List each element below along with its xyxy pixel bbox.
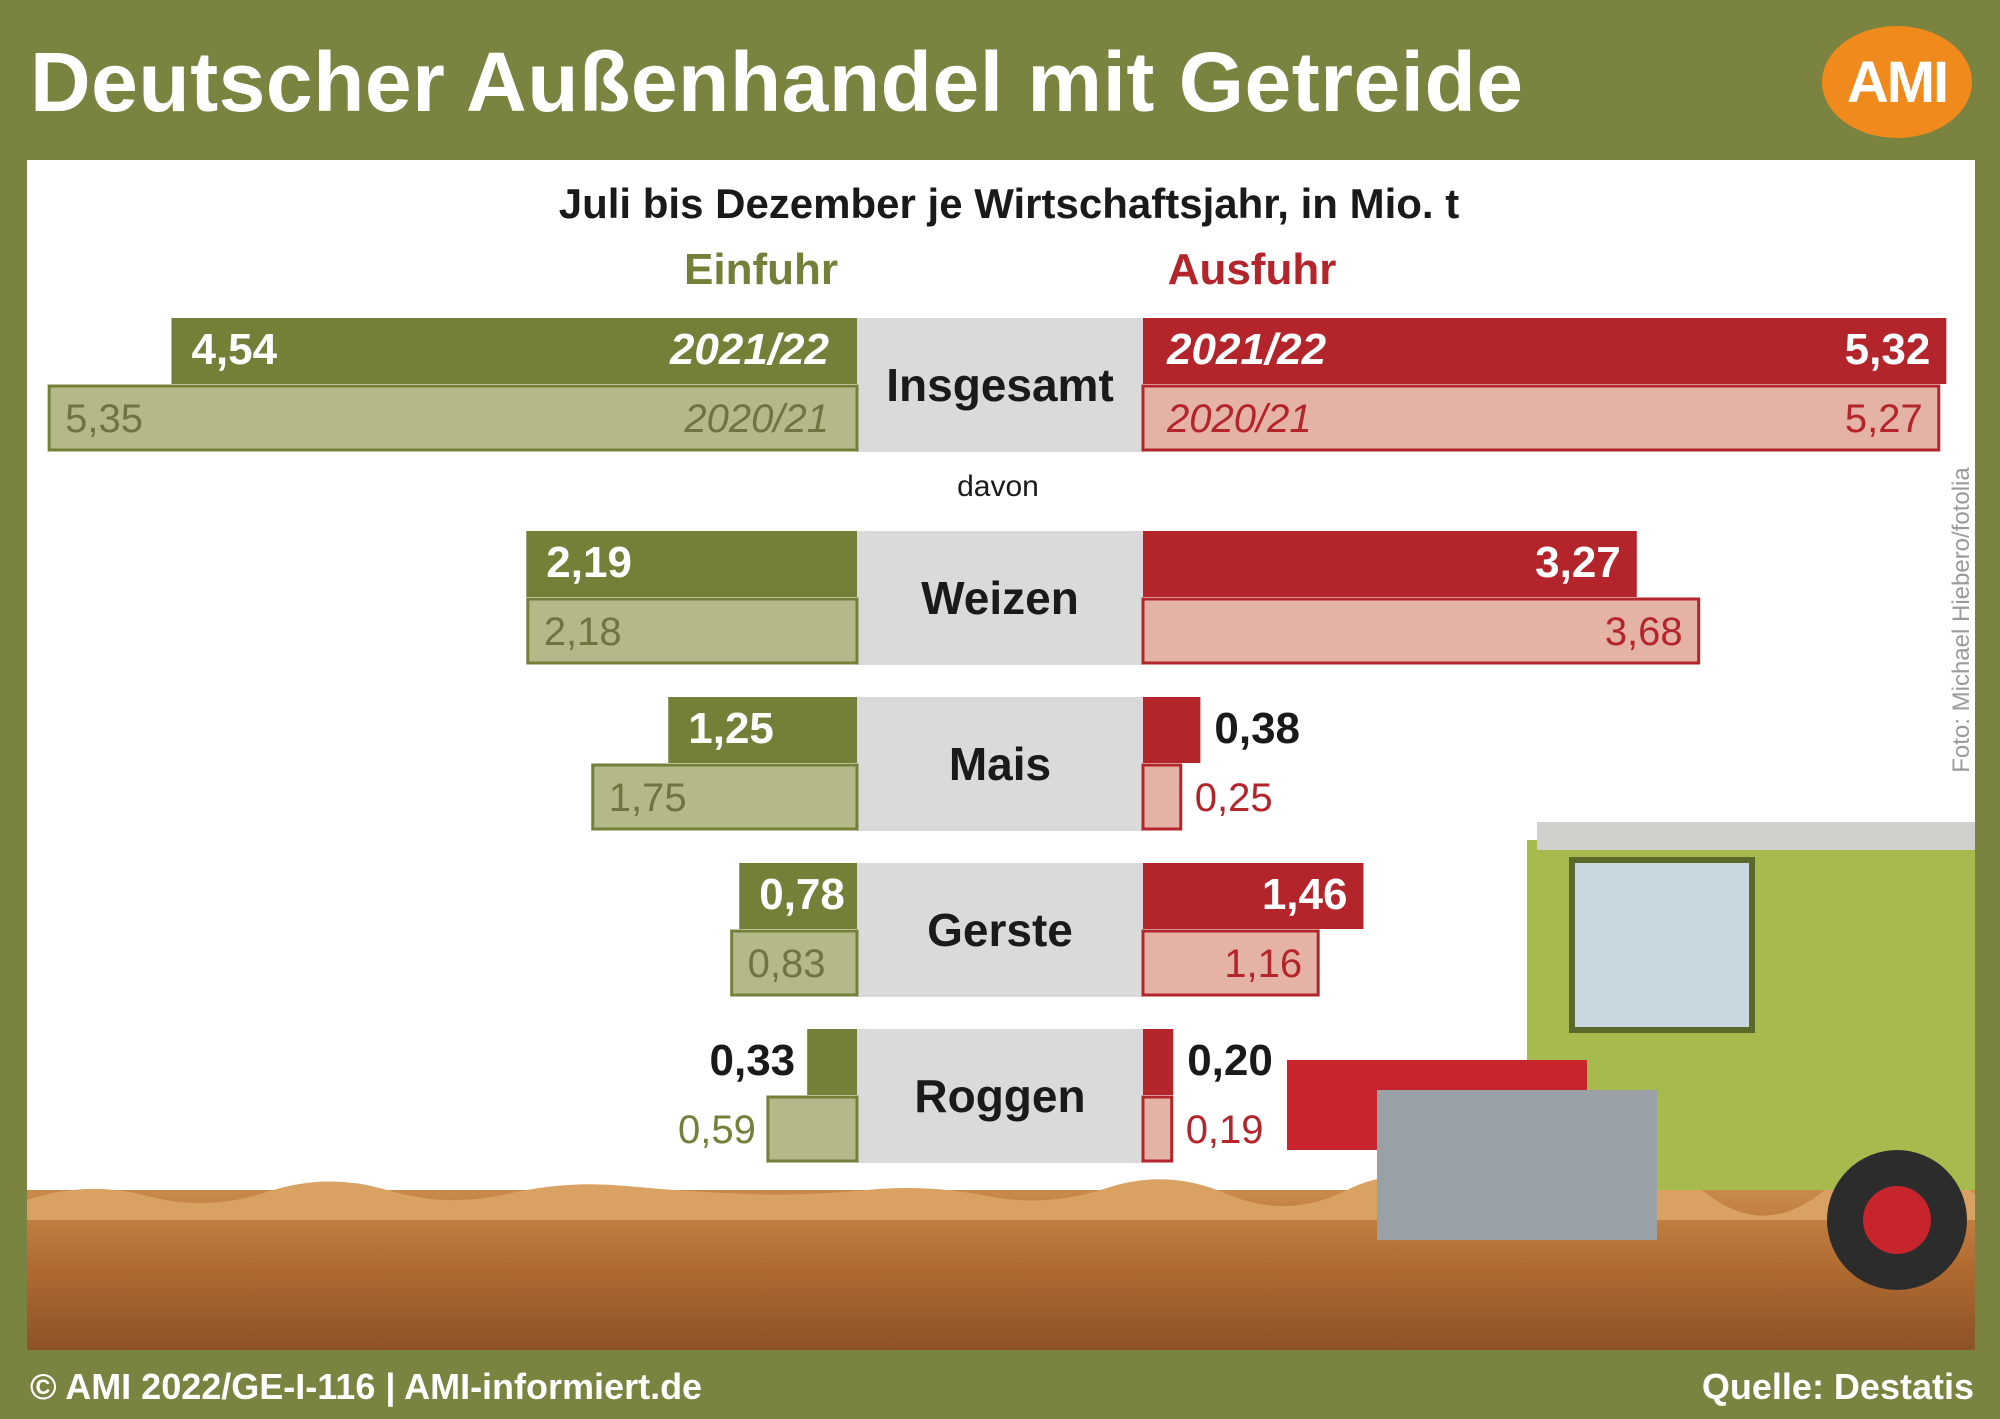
ausfuhr-heading: Ausfuhr	[1168, 245, 1337, 294]
category-band	[857, 697, 1143, 831]
bar-groups: Insgesamt 4,54 5,35 5,32 5,27 2021/22 2020/21 2…	[47, 318, 1947, 1163]
ausfuhr-prior-bar	[1141, 1095, 1174, 1163]
ausfuhr-current-bar	[1143, 1029, 1174, 1095]
einfuhr-prior-bar	[730, 929, 859, 997]
footer-source: Quelle: Destatis	[1701, 1366, 1974, 1407]
davon-label: davon	[957, 470, 1039, 503]
ausfuhr-current-bar	[1143, 697, 1201, 763]
category-label: Weizen	[921, 572, 1079, 624]
combine-cab-window	[1569, 857, 1755, 1033]
einfuhr-prior-bar	[47, 384, 859, 452]
chart-panel: Juli bis Dezember je Wirtschaftsjahr, in…	[27, 160, 1975, 1350]
butterfly-chart: Juli bis Dezember je Wirtschaftsjahr, in…	[27, 180, 1975, 1350]
ausfuhr-prior-bar	[1141, 384, 1941, 452]
ausfuhr-prior-bar	[1141, 597, 1701, 665]
einfuhr-season-prior: 2020/21	[683, 397, 829, 441]
ausfuhr-prior-bar	[1141, 763, 1183, 831]
combine-header	[1377, 1090, 1657, 1240]
einfuhr-current-value: 1,25	[688, 704, 774, 753]
ausfuhr-current-bar	[1143, 318, 1947, 384]
einfuhr-current-bar	[668, 697, 857, 763]
einfuhr-heading: Einfuhr	[684, 245, 838, 294]
combine-roof	[1537, 822, 1975, 850]
ami-logo: AMI	[1822, 26, 1972, 138]
ausfuhr-prior-value: 0,25	[1195, 776, 1273, 820]
category-label: Roggen	[914, 1070, 1085, 1122]
combine-wheel-hub	[1863, 1186, 1931, 1254]
category-band	[857, 318, 1143, 452]
einfuhr-prior-value: 2,18	[544, 610, 622, 654]
ausfuhr-current-bar	[1143, 863, 1364, 929]
ausfuhr-current-value: 1,46	[1262, 870, 1348, 919]
ausfuhr-prior-value: 5,27	[1845, 397, 1923, 441]
einfuhr-prior-bar	[591, 763, 859, 831]
ausfuhr-current-value: 0,20	[1187, 1036, 1273, 1085]
ausfuhr-current-value: 0,38	[1214, 704, 1300, 753]
einfuhr-season-current: 2021/22	[669, 325, 830, 374]
einfuhr-prior-value: 1,75	[609, 776, 687, 820]
einfuhr-current-value: 2,19	[546, 538, 632, 587]
chart-subtitle: Juli bis Dezember je Wirtschaftsjahr, in…	[559, 180, 1460, 227]
category-band	[857, 863, 1143, 997]
einfuhr-current-bar	[807, 1029, 857, 1095]
einfuhr-prior-value: 0,83	[748, 942, 826, 986]
category-band	[857, 531, 1143, 665]
ausfuhr-current-bar	[1143, 531, 1637, 597]
einfuhr-current-value: 0,78	[759, 870, 845, 919]
ausfuhr-current-value: 3,27	[1535, 538, 1621, 587]
harvest-photo	[27, 822, 1975, 1350]
photo-credit: Foto: Michael Hiebero/fotolia	[1948, 467, 1975, 773]
ausfuhr-prior-value: 0,19	[1186, 1108, 1264, 1152]
ausfuhr-prior-value: 3,68	[1605, 610, 1683, 654]
page-title: Deutscher Außenhandel mit Getreide	[30, 35, 1524, 129]
ausfuhr-season-current: 2021/22	[1166, 325, 1327, 374]
category-label: Gerste	[927, 904, 1073, 956]
einfuhr-current-bar	[739, 863, 857, 929]
einfuhr-prior-value: 5,35	[65, 397, 143, 441]
ausfuhr-season-prior: 2020/21	[1166, 397, 1312, 441]
ausfuhr-prior-value: 1,16	[1224, 942, 1302, 986]
ausfuhr-current-value: 5,32	[1845, 325, 1931, 374]
einfuhr-current-value: 0,33	[710, 1036, 796, 1085]
einfuhr-prior-value: 0,59	[678, 1108, 756, 1152]
wheat-field-top	[27, 1163, 1975, 1220]
einfuhr-current-bar	[171, 318, 857, 384]
category-label: Insgesamt	[886, 359, 1114, 411]
einfuhr-current-bar	[526, 531, 857, 597]
ausfuhr-prior-bar	[1141, 929, 1320, 997]
einfuhr-prior-bar	[766, 1095, 859, 1163]
einfuhr-prior-bar	[526, 597, 859, 665]
einfuhr-current-value: 4,54	[191, 325, 277, 374]
category-band	[857, 1029, 1143, 1163]
footer-copyright: © AMI 2022/GE-I-116 | AMI-informiert.de	[30, 1366, 703, 1407]
category-label: Mais	[949, 738, 1051, 790]
